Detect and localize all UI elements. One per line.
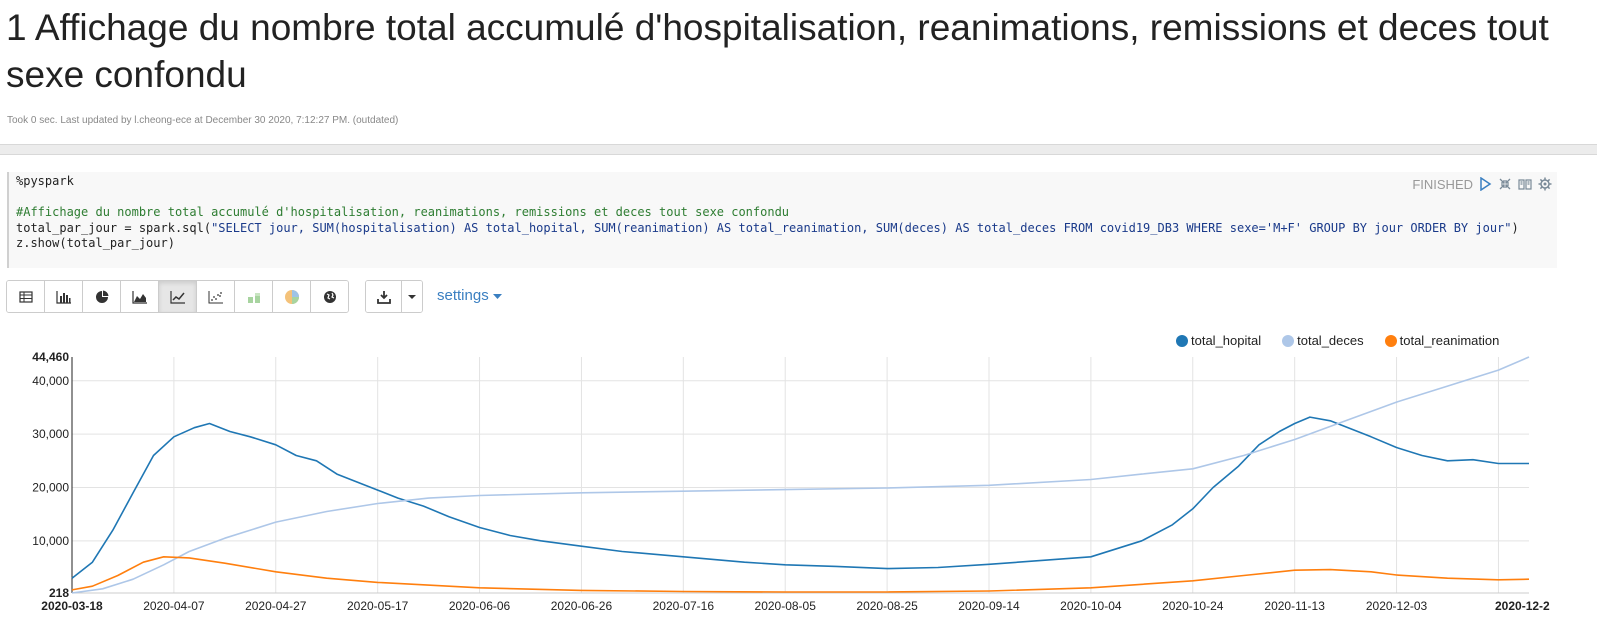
y-tick-label: 10,000 [32,534,69,548]
bar-chart-icon[interactable] [45,281,83,312]
x-tick-label: 2020-10-24 [1162,599,1224,613]
run-icon[interactable] [1477,176,1493,192]
code-line-sql-string: "SELECT jour, SUM(hospitalisation) AS to… [211,220,1512,235]
legend-label-reanimation[interactable]: total_reanimation [1399,333,1500,348]
code-line-show: z.show(total_par_jour) [16,236,175,251]
legend-label-deces[interactable]: total_deces [1297,333,1364,348]
series-line-total_reanimation [71,556,1530,593]
legend-dot-hopital [1176,334,1188,347]
y-tick-label: 30,000 [32,427,69,441]
table-icon[interactable] [7,281,45,312]
x-tick-label: 2020-04-27 [245,599,307,613]
status-label: FINISHED [1412,176,1473,192]
pie-alt-icon[interactable] [273,281,311,312]
x-tick-label: 2020-03-18 [41,599,103,613]
x-tick-label: 2020-08-05 [755,599,817,613]
line-chart: 218 10,000 20,000 30,000 40,000 44,460 2020-03… [32,350,1550,613]
x-tick-label: 2020-06-26 [551,599,613,613]
x-tick-label: 2020-12-2 [1495,599,1550,613]
x-tick-label: 2020-05-17 [347,599,409,613]
x-tick-label: 2020-04-07 [143,599,205,613]
y-tick-label: 44,460 [32,350,69,364]
x-tick-label: 2020-09-14 [958,599,1020,613]
caret-down-icon [492,294,502,299]
download-icon[interactable] [366,281,402,312]
x-tick-label: 2020-08-25 [856,599,918,613]
x-tick-label: 2020-07-16 [653,599,715,613]
globe-icon[interactable] [311,281,348,312]
code-line-sql-end: ) [1511,220,1519,235]
code-editor[interactable]: %pyspark #Affichage du nombre total accu… [7,172,1557,268]
legend-dot-reanimation [1384,334,1397,347]
download-group [365,280,423,313]
visualization-toolbar [6,280,349,313]
code-comment: #Affichage du nombre total accumulé d'ho… [16,205,790,220]
area-chart-icon[interactable] [121,281,159,312]
series-line-total_hopital [71,416,1529,579]
x-tick-label: 2020-10-04 [1060,599,1122,613]
line-chart-icon[interactable] [159,281,197,312]
paragraph-controls: FINISHED [1412,176,1553,192]
series-line-total_deces [71,356,1530,594]
scatter-chart-icon[interactable] [197,281,235,312]
y-tick-label: 20,000 [32,480,69,494]
download-dropdown-caret[interactable] [402,281,422,312]
x-tick-label: 2020-11-13 [1264,599,1325,613]
pie-chart-icon[interactable] [83,281,121,312]
code-interpreter: %pyspark [16,174,74,188]
x-tick-label: 2020-12-03 [1366,599,1428,613]
settings-toggle[interactable]: settings [437,287,502,304]
book-icon[interactable] [1517,176,1533,192]
gear-icon[interactable] [1537,176,1553,192]
y-tick-label: 40,000 [32,374,69,388]
stacked-chart-icon[interactable] [235,281,273,312]
expand-collapse-icon[interactable] [1497,176,1513,192]
paragraph-separator [0,144,1597,155]
chart-legend: total_hopital total_deces total_reanimat… [1176,333,1499,348]
y-tick-label: 218 [49,586,69,600]
code-line-sql-start: total_par_jour = spark.sql( [16,220,212,235]
paragraph-meta: Took 0 sec. Last updated by l.cheong-ece… [7,115,399,126]
paragraph-title: 1 Affichage du nombre total accumulé d'h… [6,7,1549,95]
legend-dot-deces [1282,334,1295,347]
x-tick-label: 2020-06-06 [449,599,511,613]
settings-label: settings [437,287,489,304]
legend-label-hopital[interactable]: total_hopital [1191,333,1262,348]
